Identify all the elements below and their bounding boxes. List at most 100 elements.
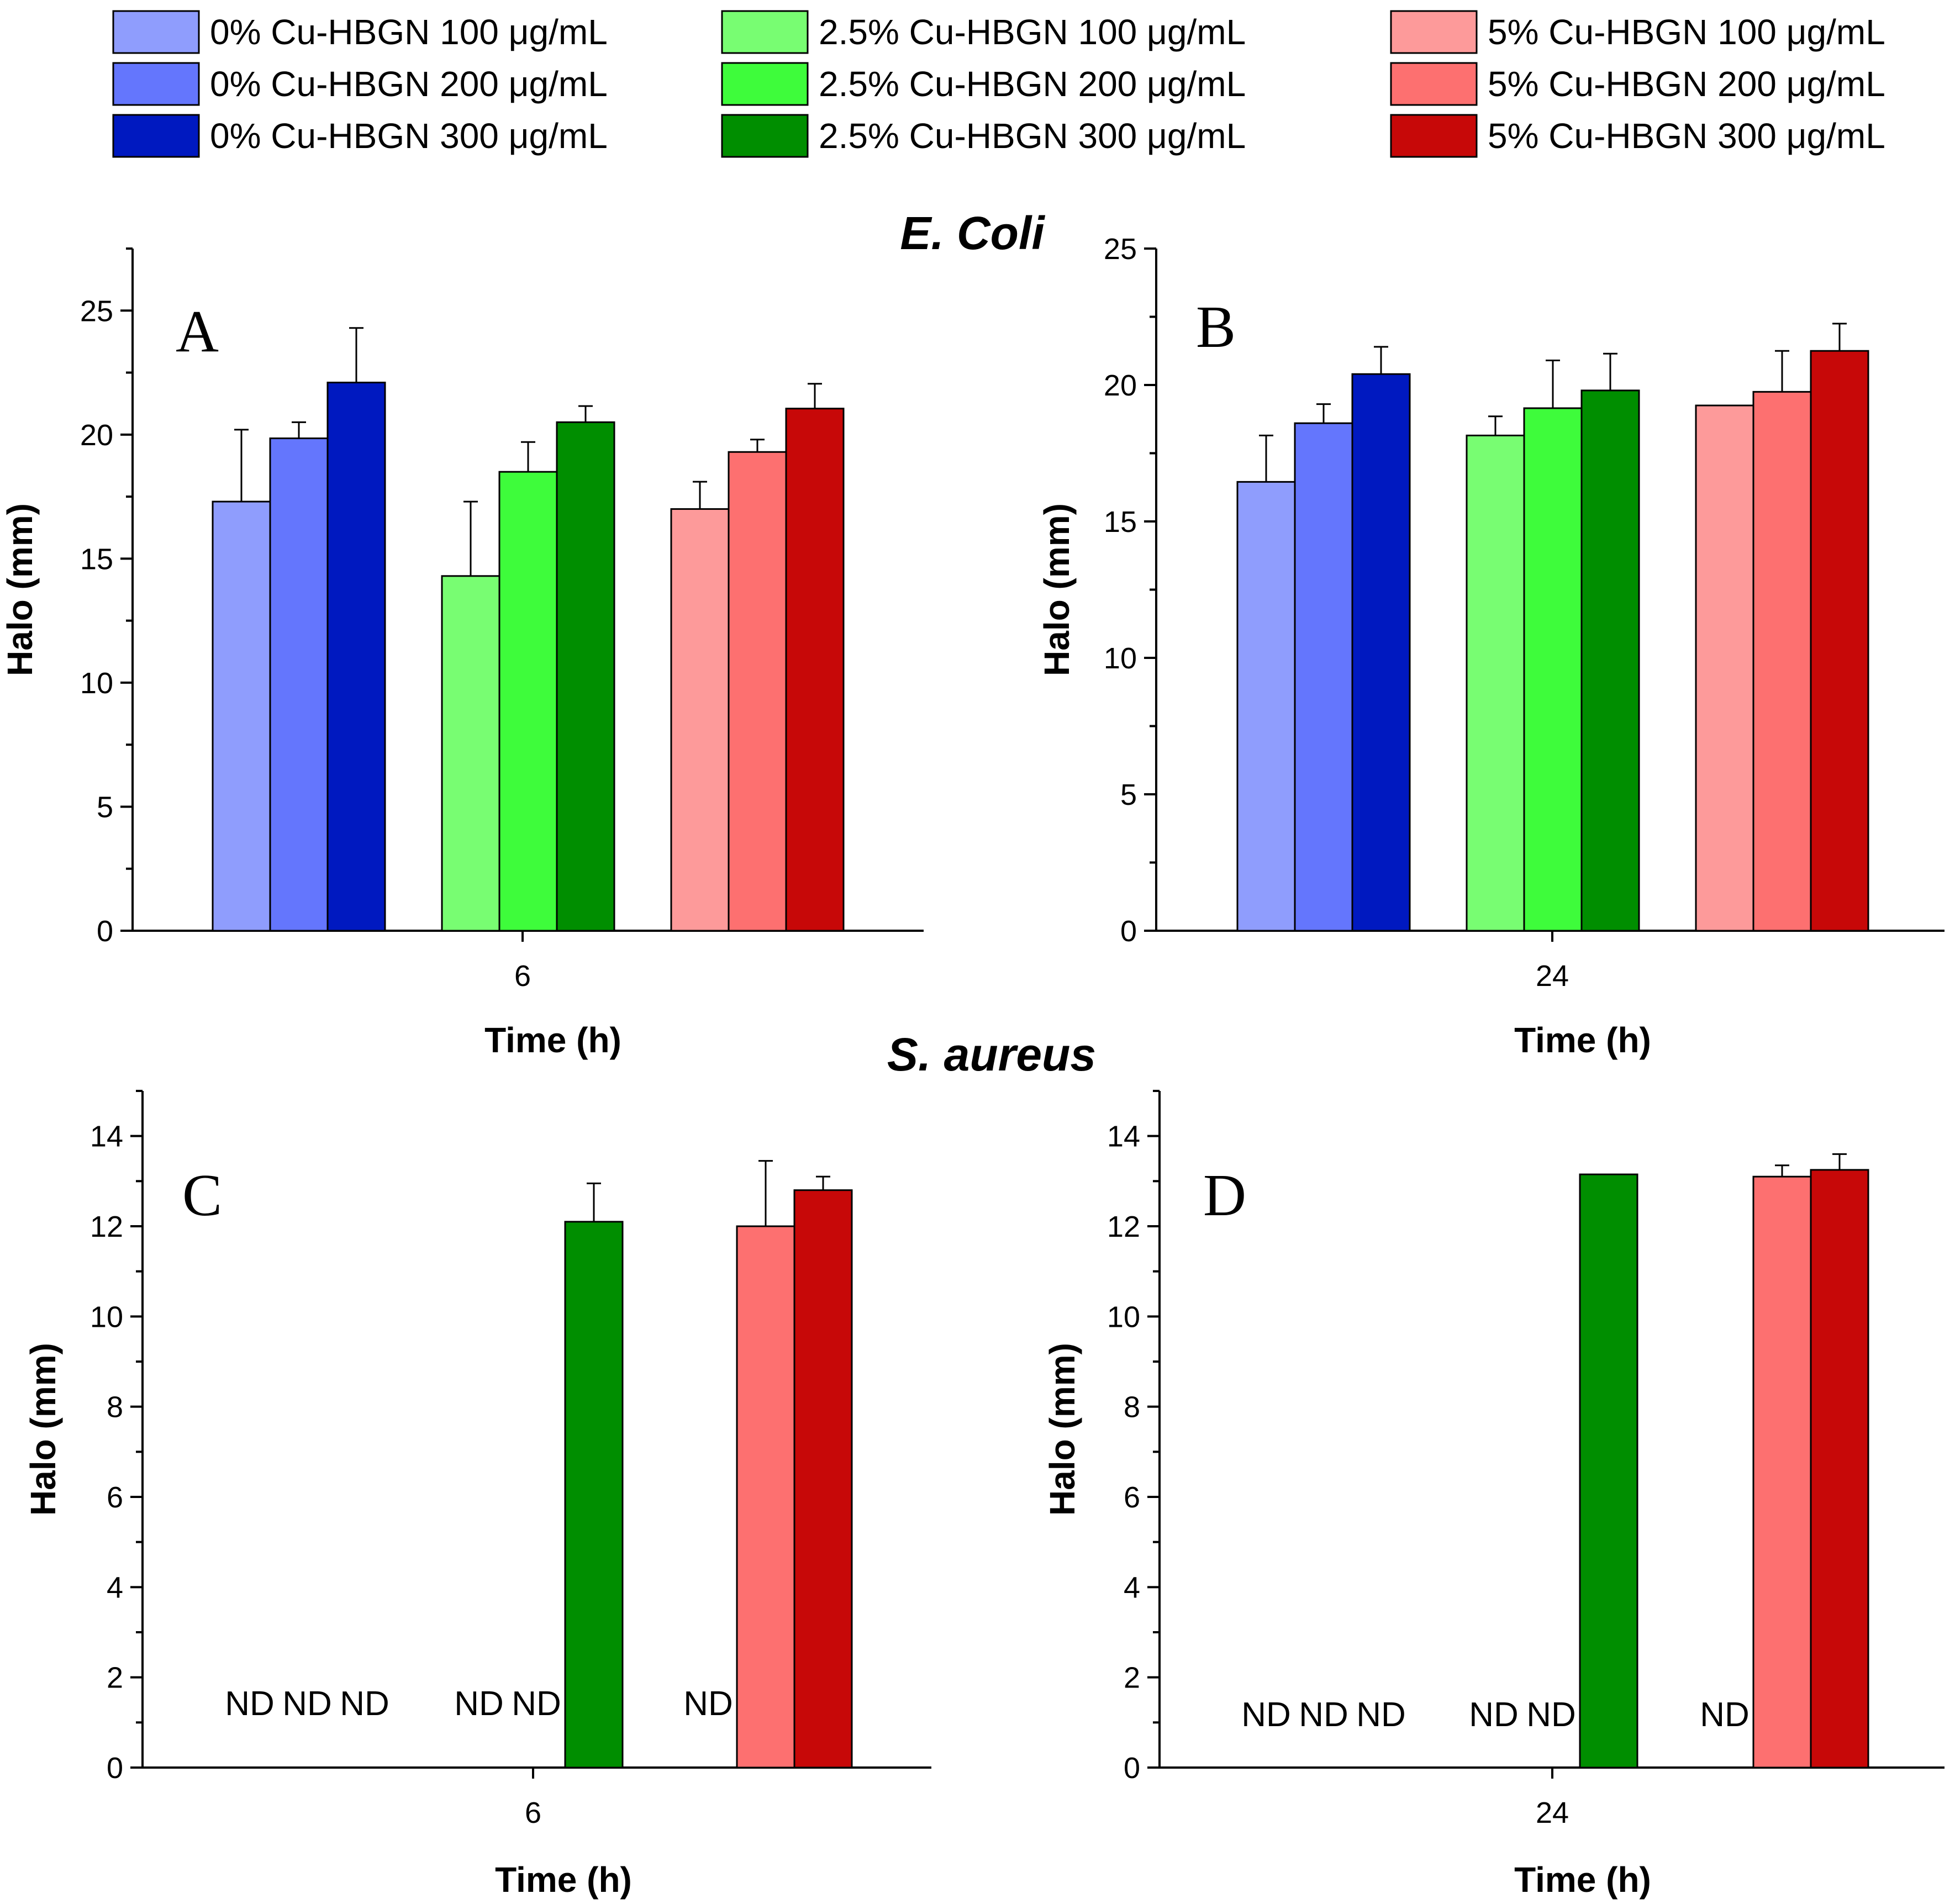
bar-0-cu-hbgn-300-g-ml <box>1351 373 1411 932</box>
nd-label: ND <box>454 1685 504 1723</box>
nd-label: ND <box>1356 1696 1406 1734</box>
bar-5-cu-hbgn-100-g-ml <box>1695 404 1754 932</box>
y-tick-label: 14 <box>90 1120 123 1153</box>
legend-label: 2.5% Cu-HBGN 200 μg/mL <box>819 64 1246 104</box>
y-tick-label: 10 <box>1107 1300 1140 1333</box>
legend-label: 5% Cu-HBGN 300 μg/mL <box>1488 116 1885 156</box>
legend-item-5-cu-hbgn-300-g-ml: 5% Cu-HBGN 300 μg/mL <box>1390 114 1885 158</box>
legend-label: 0% Cu-HBGN 200 μg/mL <box>210 64 608 104</box>
legend-item-5-cu-hbgn-100-g-ml: 5% Cu-HBGN 100 μg/mL <box>1390 10 1885 54</box>
bar-2-5-cu-hbgn-200-g-ml <box>1523 407 1583 932</box>
bar-0-cu-hbgn-200-g-ml <box>269 437 329 932</box>
nd-label: ND <box>1241 1696 1291 1734</box>
y-tick-label: 8 <box>1124 1391 1140 1424</box>
bar-2-5-cu-hbgn-300-g-ml <box>1580 389 1640 932</box>
bar-2-5-cu-hbgn-300-g-ml <box>1579 1173 1638 1769</box>
nd-label: ND <box>1299 1696 1348 1734</box>
bar-5-cu-hbgn-300-g-ml <box>785 408 845 932</box>
bar-2-5-cu-hbgn-100-g-ml <box>1466 434 1525 932</box>
bar-2-5-cu-hbgn-100-g-ml <box>441 575 500 932</box>
x-axis-title: Time (h) <box>1514 1020 1651 1060</box>
bar-0-cu-hbgn-100-g-ml <box>212 500 271 932</box>
y-tick-label: 5 <box>97 790 113 824</box>
bar-5-cu-hbgn-200-g-ml <box>1752 391 1812 932</box>
y-axis-title: Halo (mm) <box>23 1343 63 1516</box>
y-tick-label: 25 <box>1104 233 1137 266</box>
y-tick-label: 2 <box>1124 1662 1140 1695</box>
legend-swatch <box>112 10 200 54</box>
y-tick-label: 10 <box>90 1300 123 1333</box>
y-tick-label: 12 <box>90 1210 123 1243</box>
y-tick-label: 15 <box>80 542 113 576</box>
x-axis-title: Time (h) <box>1514 1860 1651 1900</box>
y-tick-label: 10 <box>1104 642 1137 675</box>
legend-label: 5% Cu-HBGN 100 μg/mL <box>1488 12 1885 52</box>
bar-2-5-cu-hbgn-300-g-ml <box>564 1221 624 1769</box>
legend-label: 2.5% Cu-HBGN 100 μg/mL <box>819 12 1246 52</box>
y-tick-label: 0 <box>1120 915 1137 948</box>
legend-item-0-cu-hbgn-300-g-ml: 0% Cu-HBGN 300 μg/mL <box>112 114 608 158</box>
nd-label: ND <box>1700 1696 1750 1734</box>
y-tick-label: 0 <box>1124 1752 1140 1785</box>
legend-swatch <box>721 114 809 158</box>
legend-swatch <box>721 62 809 106</box>
legend-item-0-cu-hbgn-200-g-ml: 0% Cu-HBGN 200 μg/mL <box>112 62 608 106</box>
y-tick-label: 8 <box>107 1391 123 1424</box>
panel-b: 0 5 10 15 20 25 24 Time (h) Halo (mm) B <box>1037 233 1945 1060</box>
nd-label: ND <box>1526 1696 1576 1734</box>
bar-2-5-cu-hbgn-200-g-ml <box>498 471 558 932</box>
legend-swatch <box>112 114 200 158</box>
panel-a: 0 5 10 15 20 25 6 Time (h) Halo (mm) A <box>0 247 924 1060</box>
legend-item-2-5-cu-hbgn-200-g-ml: 2.5% Cu-HBGN 200 μg/mL <box>721 62 1246 106</box>
legend-label: 0% Cu-HBGN 100 μg/mL <box>210 12 608 52</box>
y-tick-label: 4 <box>107 1571 123 1604</box>
legend-swatch <box>112 62 200 106</box>
y-axis-title: Halo (mm) <box>1042 1343 1082 1516</box>
legend-item-5-cu-hbgn-200-g-ml: 5% Cu-HBGN 200 μg/mL <box>1390 62 1885 106</box>
legend-label: 5% Cu-HBGN 200 μg/mL <box>1488 64 1885 104</box>
x-tick-label: 24 <box>1536 1796 1569 1829</box>
nd-label: ND <box>683 1685 733 1723</box>
y-tick-label: 5 <box>1120 778 1137 811</box>
bar-0-cu-hbgn-300-g-ml <box>326 382 386 932</box>
x-axis-title: Time (h) <box>495 1860 632 1900</box>
bar-5-cu-hbgn-300-g-ml <box>793 1189 853 1769</box>
y-tick-label: 25 <box>80 294 113 328</box>
y-tick-label: 10 <box>80 667 113 700</box>
nd-label: ND <box>1469 1696 1519 1734</box>
legend-label: 2.5% Cu-HBGN 300 μg/mL <box>819 116 1246 156</box>
y-tick-label: 15 <box>1104 505 1137 539</box>
y-tick-label: 0 <box>107 1752 123 1785</box>
panel-label: C <box>182 1163 222 1228</box>
y-tick-label: 20 <box>1104 369 1137 402</box>
nd-label: ND <box>225 1685 275 1723</box>
nd-label: ND <box>340 1685 389 1723</box>
legend-swatch <box>721 10 809 54</box>
legend-label: 0% Cu-HBGN 300 μg/mL <box>210 116 608 156</box>
y-axis-title: Halo (mm) <box>1037 503 1077 676</box>
y-tick-label: 0 <box>97 915 113 948</box>
bar-5-cu-hbgn-200-g-ml <box>1752 1175 1812 1769</box>
panel-label: B <box>1196 294 1236 360</box>
legend-swatch <box>1390 10 1478 54</box>
bar-5-cu-hbgn-200-g-ml <box>736 1225 795 1769</box>
y-tick-label: 6 <box>107 1481 123 1514</box>
section-title-s-aureus: S. aureus <box>887 1029 1096 1080</box>
y-tick-label: 14 <box>1107 1120 1140 1153</box>
bar-5-cu-hbgn-300-g-ml <box>1810 1169 1869 1769</box>
bar-5-cu-hbgn-300-g-ml <box>1810 350 1869 932</box>
x-tick-label: 24 <box>1536 959 1569 993</box>
legend-item-2-5-cu-hbgn-100-g-ml: 2.5% Cu-HBGN 100 μg/mL <box>721 10 1246 54</box>
bar-5-cu-hbgn-100-g-ml <box>670 508 730 932</box>
legend-swatch <box>1390 62 1478 106</box>
y-tick-label: 2 <box>107 1662 123 1695</box>
panel-label: D <box>1203 1163 1246 1228</box>
y-axis-title: Halo (mm) <box>0 503 40 676</box>
bar-2-5-cu-hbgn-300-g-ml <box>556 421 615 932</box>
legend-swatch <box>1390 114 1478 158</box>
y-tick-label: 4 <box>1124 1571 1140 1604</box>
